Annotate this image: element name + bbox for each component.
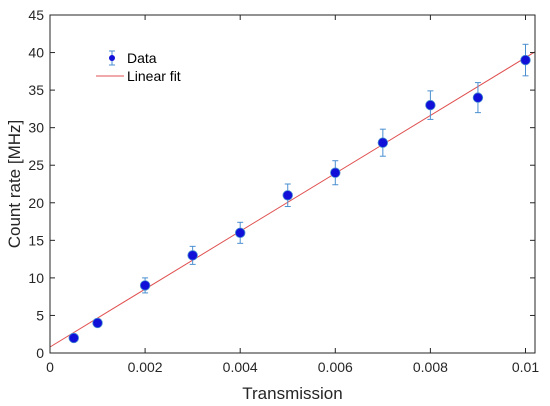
y-tick-label: 40 — [28, 45, 44, 61]
data-point — [330, 160, 341, 186]
y-tick-label: 25 — [28, 157, 44, 173]
x-axis-label: Transmission — [242, 384, 342, 403]
y-tick-label: 15 — [28, 232, 44, 248]
data-marker — [139, 280, 151, 291]
legend: Data Linear fit — [96, 50, 181, 84]
y-tick-label: 0 — [36, 345, 44, 361]
x-tick-label: 0.004 — [223, 359, 258, 375]
data-point — [139, 277, 151, 294]
y-axis-label: Count rate [MHz] — [5, 120, 24, 249]
x-tick-label: 0.01 — [512, 359, 539, 375]
x-tick-label: 0.008 — [413, 359, 448, 375]
data-point — [92, 317, 103, 329]
data-marker — [68, 332, 79, 344]
x-tick-label: 0.006 — [318, 359, 353, 375]
data-marker — [234, 227, 246, 239]
legend-entry-data: Data — [127, 50, 157, 66]
data-point — [282, 183, 293, 208]
data-marker — [472, 92, 484, 103]
data-point — [472, 82, 484, 114]
data-marker — [377, 137, 389, 148]
x-axis-ticks: 0 0.002 0.004 0.006 0.008 0.01 — [46, 15, 539, 375]
axes-box — [49, 14, 536, 354]
data-point — [377, 128, 389, 157]
data-marker — [425, 99, 436, 111]
data-marker — [187, 250, 198, 261]
data-point — [520, 43, 531, 77]
fit-line-layer — [49, 51, 536, 348]
data-point — [425, 90, 436, 120]
y-tick-label: 5 — [36, 307, 44, 323]
legend-entry-linear-fit: Linear fit — [127, 68, 181, 84]
y-tick-label: 45 — [28, 7, 44, 23]
data-point — [234, 221, 246, 244]
y-tick-label: 20 — [28, 195, 44, 211]
y-tick-label: 30 — [28, 120, 44, 136]
y-tick-label: 10 — [28, 270, 44, 286]
linear-fit-line — [49, 51, 536, 348]
data-marker — [92, 317, 103, 329]
data-marker — [282, 190, 293, 201]
legend-data-symbol — [109, 50, 115, 66]
data-marker — [330, 167, 341, 178]
data-point — [187, 245, 198, 265]
data-marker — [520, 54, 531, 66]
x-tick-label: 0.002 — [128, 359, 163, 375]
legend-marker — [109, 55, 115, 61]
y-tick-label: 35 — [28, 82, 44, 98]
data-points-layer — [68, 43, 531, 344]
y-axis-ticks: 0 5 10 15 20 25 30 35 40 45 — [28, 7, 535, 361]
x-tick-label: 0 — [46, 359, 54, 375]
data-point — [68, 332, 79, 344]
